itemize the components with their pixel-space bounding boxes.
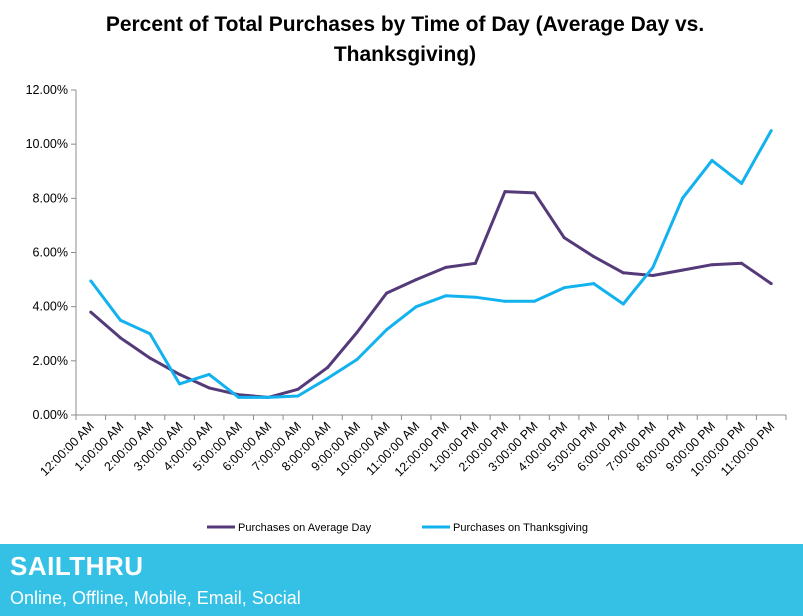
legend-label-1: Purchases on Average Day	[238, 522, 372, 534]
data-point	[710, 158, 714, 162]
data-point	[651, 274, 655, 278]
y-tick-label: 2.00%	[33, 354, 68, 368]
data-point	[621, 302, 625, 306]
data-point	[325, 366, 329, 370]
y-tick-label: 8.00%	[33, 191, 68, 205]
data-point	[148, 356, 152, 360]
line-chart: 0.00%2.00%4.00%6.00%8.00%10.00%12.00%12:…	[26, 83, 787, 534]
data-point	[385, 328, 389, 332]
data-point	[621, 271, 625, 275]
data-point	[503, 299, 507, 303]
data-point	[207, 372, 211, 376]
data-point	[592, 255, 596, 259]
data-point	[414, 278, 418, 282]
chart-title-line-1: Percent of Total Purchases by Time of Da…	[105, 13, 705, 36]
data-point	[178, 382, 182, 386]
data-point	[503, 190, 507, 194]
data-point	[562, 286, 566, 290]
y-tick-label: 0.00%	[33, 408, 68, 422]
brand-tagline: Online, Offline, Mobile, Email, Social	[10, 588, 301, 608]
y-tick-label: 12.00%	[26, 83, 68, 97]
data-point	[237, 395, 241, 399]
data-point	[385, 291, 389, 295]
data-point	[769, 129, 773, 133]
data-point	[118, 318, 122, 322]
chart-title: Percent of Total Purchases by Time of Da…	[40, 10, 770, 70]
data-point	[533, 299, 537, 303]
data-point	[296, 394, 300, 398]
data-point	[325, 376, 329, 380]
footer-banner: SAILTHRU Online, Offline, Mobile, Email,…	[0, 544, 803, 616]
y-tick-label: 4.00%	[33, 300, 68, 314]
y-tick-label: 6.00%	[33, 246, 68, 260]
data-point	[473, 261, 477, 265]
chart-title-line-2: Thanksgiving)	[333, 43, 477, 66]
data-point	[444, 294, 448, 298]
data-point	[740, 181, 744, 185]
data-point	[592, 282, 596, 286]
data-point	[178, 372, 182, 376]
data-point	[89, 279, 93, 283]
data-point	[355, 330, 359, 334]
series-line-1	[89, 190, 773, 399]
data-point	[680, 196, 684, 200]
data-point	[148, 332, 152, 336]
data-point	[266, 395, 270, 399]
data-point	[89, 310, 93, 314]
data-point	[562, 236, 566, 240]
data-point	[355, 357, 359, 361]
data-point	[118, 336, 122, 340]
data-point	[680, 268, 684, 272]
series-line-2	[89, 129, 773, 399]
data-point	[740, 261, 744, 265]
y-tick-label: 10.00%	[26, 137, 68, 151]
data-point	[296, 387, 300, 391]
brand-logo-text: SAILTHRU	[10, 551, 144, 581]
data-point	[710, 263, 714, 267]
legend-label-2: Purchases on Thanksgiving	[453, 522, 588, 534]
data-point	[651, 265, 655, 269]
data-point	[473, 295, 477, 299]
data-point	[207, 386, 211, 390]
data-point	[769, 282, 773, 286]
data-point	[414, 305, 418, 309]
data-point	[444, 265, 448, 269]
data-point	[533, 191, 537, 195]
